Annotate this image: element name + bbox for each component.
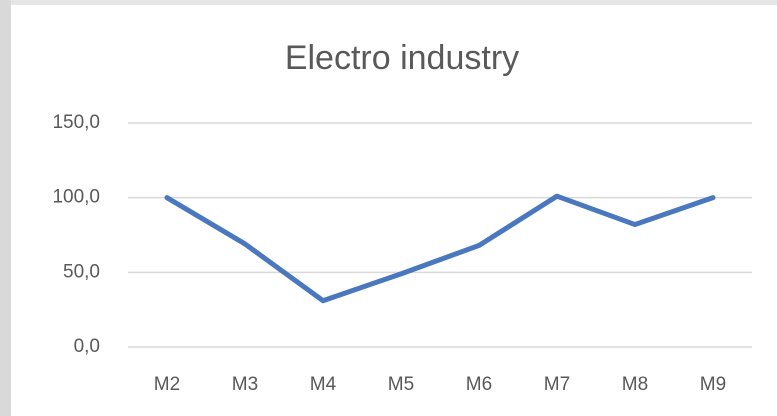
- x-tick-label: M4: [310, 374, 337, 395]
- y-tick-label: 100,0: [52, 187, 100, 208]
- line-series: [164, 193, 716, 304]
- y-tick-label: 0,0: [74, 336, 100, 357]
- chart-title: Electro industry: [285, 39, 519, 77]
- x-tick-label: M5: [388, 374, 414, 395]
- x-tick-label: M2: [154, 374, 180, 395]
- y-tick-label: 50,0: [63, 261, 100, 282]
- y-tick-label: 150,0: [52, 112, 100, 133]
- left-border: [0, 0, 11, 416]
- top-border: [11, 0, 777, 5]
- x-tick-label: M7: [544, 374, 570, 395]
- x-tick-label: M3: [232, 374, 258, 395]
- x-tick-label: M6: [466, 374, 492, 395]
- x-tick-label: M8: [622, 374, 648, 395]
- x-tick-label: M9: [700, 374, 726, 395]
